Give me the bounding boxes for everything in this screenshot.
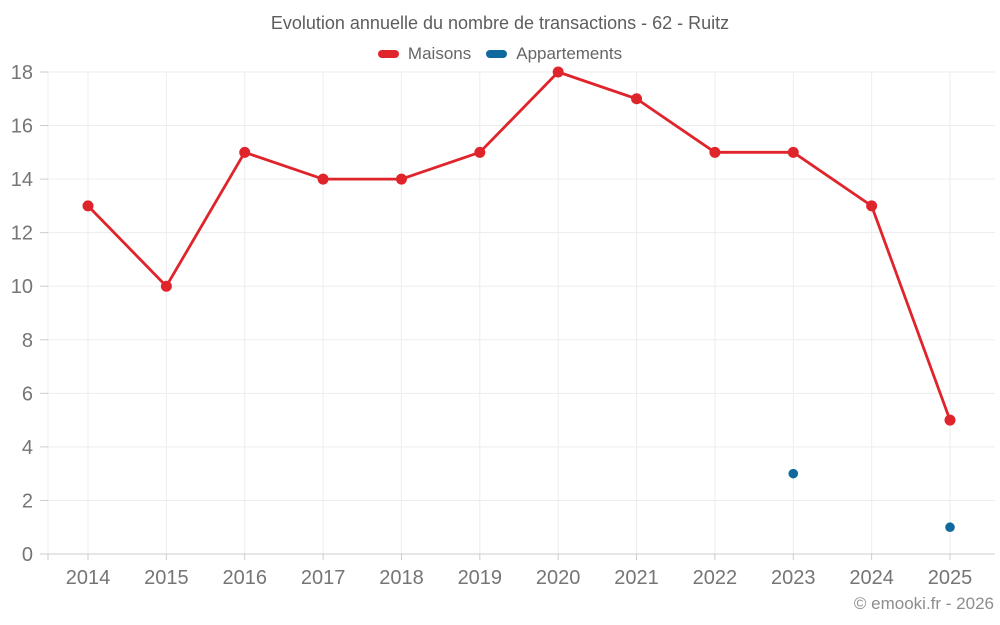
legend-label-appartements: Appartements	[516, 44, 623, 63]
appartements-swatch-icon	[486, 50, 508, 58]
chart-legend: Maisons Appartements	[0, 44, 1000, 64]
maisons-point	[239, 146, 251, 158]
y-axis-label: 16	[11, 116, 33, 138]
legend-item-appartements[interactable]: Appartements	[486, 44, 622, 64]
x-axis-label: 2022	[693, 567, 738, 589]
maisons-point	[552, 66, 564, 78]
x-axis-label: 2023	[771, 567, 816, 589]
maisons-point	[395, 173, 407, 185]
legend-label-maisons: Maisons	[407, 44, 472, 63]
x-axis-label: 2025	[928, 567, 973, 589]
legend-item-maisons[interactable]: Maisons	[377, 44, 472, 64]
maisons-line	[86, 70, 952, 422]
maisons-point	[631, 93, 643, 105]
maisons-point	[160, 280, 172, 292]
maisons-point	[787, 146, 799, 158]
x-axis-label: 2020	[536, 567, 581, 589]
x-axis-label: 2019	[458, 567, 503, 589]
maisons-point	[82, 200, 94, 212]
maisons-swatch-icon	[377, 50, 399, 58]
y-axis-label: 4	[22, 437, 33, 459]
x-axis-label: 2016	[222, 567, 267, 589]
y-axis-label: 12	[11, 223, 33, 245]
copyright-note: © emooki.fr - 2026	[853, 594, 994, 613]
x-axis-label: 2017	[301, 567, 346, 589]
y-axis-label: 2	[22, 490, 33, 512]
maisons-point	[317, 173, 329, 185]
appartements-point	[945, 522, 955, 533]
y-axis-label: 0	[22, 544, 33, 566]
x-axis-label: 2015	[144, 567, 189, 589]
maisons-point	[944, 414, 956, 426]
appartements-point	[788, 468, 799, 479]
x-axis-label: 2014	[66, 567, 111, 589]
maisons-point	[709, 146, 721, 158]
y-axis-label: 6	[22, 383, 33, 405]
maisons-point	[474, 146, 486, 158]
maisons-point	[866, 200, 878, 212]
x-axis-label: 2021	[614, 567, 659, 589]
y-axis-label: 10	[11, 276, 33, 298]
x-axis-label: 2024	[849, 567, 894, 589]
y-axis-label: 8	[22, 330, 33, 352]
chart-title: Evolution annuelle du nombre de transact…	[270, 13, 730, 33]
y-axis-label: 14	[11, 169, 33, 191]
x-axis-label: 2018	[379, 567, 424, 589]
y-axis-label: 18	[11, 62, 33, 84]
